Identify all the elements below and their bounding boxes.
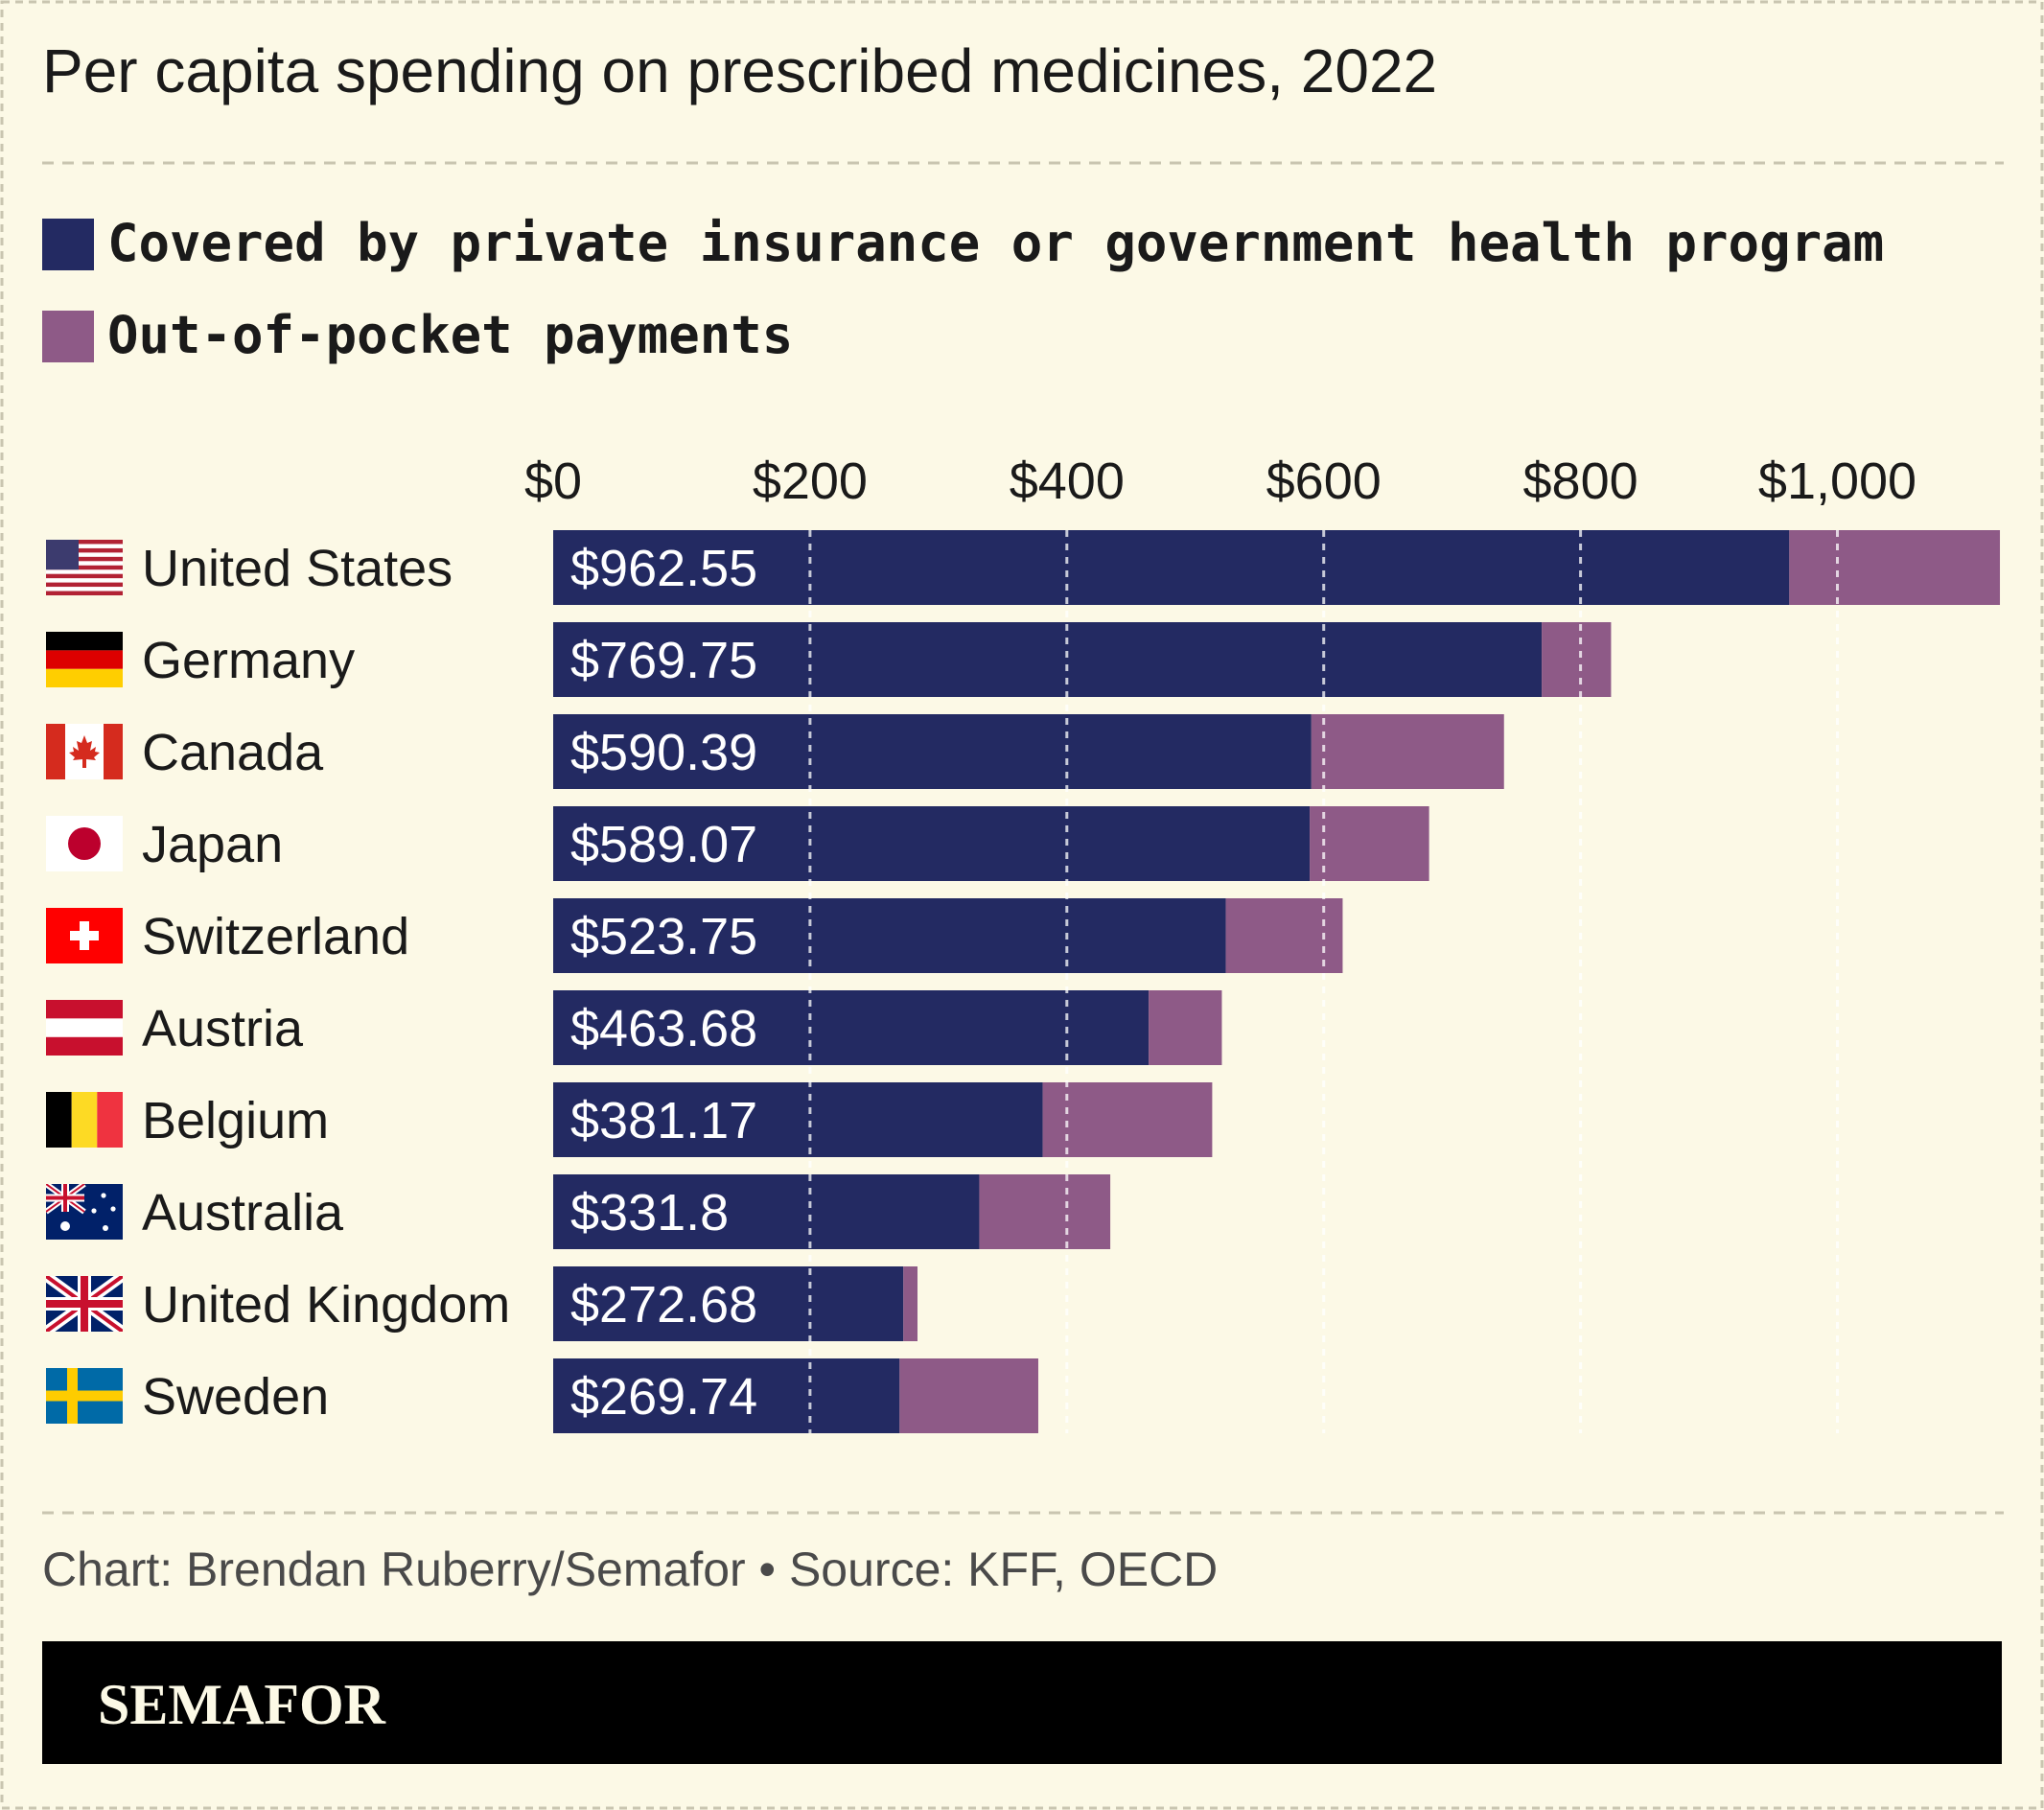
canada-flag-icon bbox=[46, 724, 123, 779]
germany-flag-icon bbox=[46, 632, 123, 687]
bar-covered bbox=[553, 1174, 980, 1249]
bar-out-of-pocket bbox=[1311, 714, 1504, 789]
legend-swatch-covered bbox=[42, 219, 94, 270]
country-label: Switzerland bbox=[142, 908, 409, 965]
bar-covered bbox=[553, 990, 1150, 1065]
x-axis: $0 $200 $400 $600 $800 $1,000 bbox=[524, 452, 1916, 510]
bar-out-of-pocket bbox=[899, 1358, 1038, 1433]
source-note: Chart: Brendan Ruberry/Semafor • Source:… bbox=[42, 1543, 1218, 1596]
country-labels: United States Germany Canada Japan Switz… bbox=[142, 540, 510, 1426]
x-tick-label: $200 bbox=[753, 452, 868, 510]
chart-title: Per capita spending on prescribed medici… bbox=[42, 36, 1437, 105]
bar-covered bbox=[553, 714, 1312, 789]
bar-covered bbox=[553, 1082, 1043, 1157]
bar-out-of-pocket bbox=[1310, 806, 1429, 881]
bar-out-of-pocket bbox=[1789, 530, 2001, 605]
bars bbox=[553, 530, 2001, 1433]
bar-covered bbox=[553, 622, 1543, 697]
value-labels: $962.55 $769.75 $590.39 $589.07 $523.75 $463.… bbox=[570, 540, 757, 1426]
bar-covered bbox=[553, 530, 1790, 605]
bar-value-label: $331.8 bbox=[570, 1184, 729, 1241]
bar-covered bbox=[553, 898, 1226, 973]
country-label: United States bbox=[142, 540, 453, 597]
x-tick-label: $1,000 bbox=[1758, 452, 1916, 510]
brand-logo: SEMAFOR bbox=[98, 1673, 386, 1736]
flags bbox=[46, 540, 123, 1424]
x-tick-label: $800 bbox=[1523, 452, 1638, 510]
japan-flag-icon bbox=[46, 816, 123, 871]
switzerland-flag-icon bbox=[46, 908, 123, 963]
country-label: Sweden bbox=[142, 1368, 329, 1426]
bar-covered bbox=[553, 1266, 904, 1341]
country-label: Germany bbox=[142, 632, 355, 689]
legend-label-covered: Covered by private insurance or governme… bbox=[107, 213, 1884, 273]
x-tick-label: $400 bbox=[1010, 452, 1125, 510]
belgium-flag-icon bbox=[46, 1092, 123, 1148]
bar-value-label: $272.68 bbox=[570, 1276, 757, 1334]
austria-flag-icon bbox=[46, 1000, 123, 1056]
country-label: Austria bbox=[142, 1000, 304, 1057]
bar-covered bbox=[553, 806, 1311, 881]
gridlines bbox=[808, 530, 1839, 1433]
legend: Covered by private insurance or governme… bbox=[42, 213, 1884, 365]
sweden-flag-icon bbox=[46, 1368, 123, 1424]
x-tick-label: $0 bbox=[524, 452, 582, 510]
bar-out-of-pocket bbox=[1042, 1082, 1213, 1157]
bar-out-of-pocket bbox=[979, 1174, 1111, 1249]
country-label: Australia bbox=[142, 1184, 344, 1241]
bar-value-label: $590.39 bbox=[570, 724, 757, 781]
bar-value-label: $769.75 bbox=[570, 632, 757, 689]
bar-value-label: $463.68 bbox=[570, 1000, 757, 1057]
bar-value-label: $381.17 bbox=[570, 1092, 757, 1149]
australia-flag-icon bbox=[46, 1184, 123, 1240]
bar-value-label: $589.07 bbox=[570, 816, 757, 873]
legend-swatch-out-of-pocket bbox=[42, 311, 94, 362]
bar-value-label: $523.75 bbox=[570, 908, 757, 965]
bar-out-of-pocket bbox=[903, 1266, 917, 1341]
bar-covered bbox=[553, 1358, 900, 1433]
legend-label-out-of-pocket: Out-of-pocket payments bbox=[107, 305, 793, 365]
uk-flag-icon bbox=[46, 1276, 123, 1332]
country-label: Canada bbox=[142, 724, 324, 781]
bar-value-label: $962.55 bbox=[570, 540, 757, 597]
bar-out-of-pocket bbox=[1542, 622, 1612, 697]
country-label: Belgium bbox=[142, 1092, 329, 1149]
us-flag-icon bbox=[46, 540, 123, 595]
brand-bar bbox=[42, 1641, 2002, 1764]
bar-value-label: $269.74 bbox=[570, 1368, 757, 1426]
country-label: Japan bbox=[142, 816, 283, 873]
country-label: United Kingdom bbox=[142, 1276, 510, 1334]
x-tick-label: $600 bbox=[1266, 452, 1382, 510]
bar-out-of-pocket bbox=[1149, 990, 1222, 1065]
